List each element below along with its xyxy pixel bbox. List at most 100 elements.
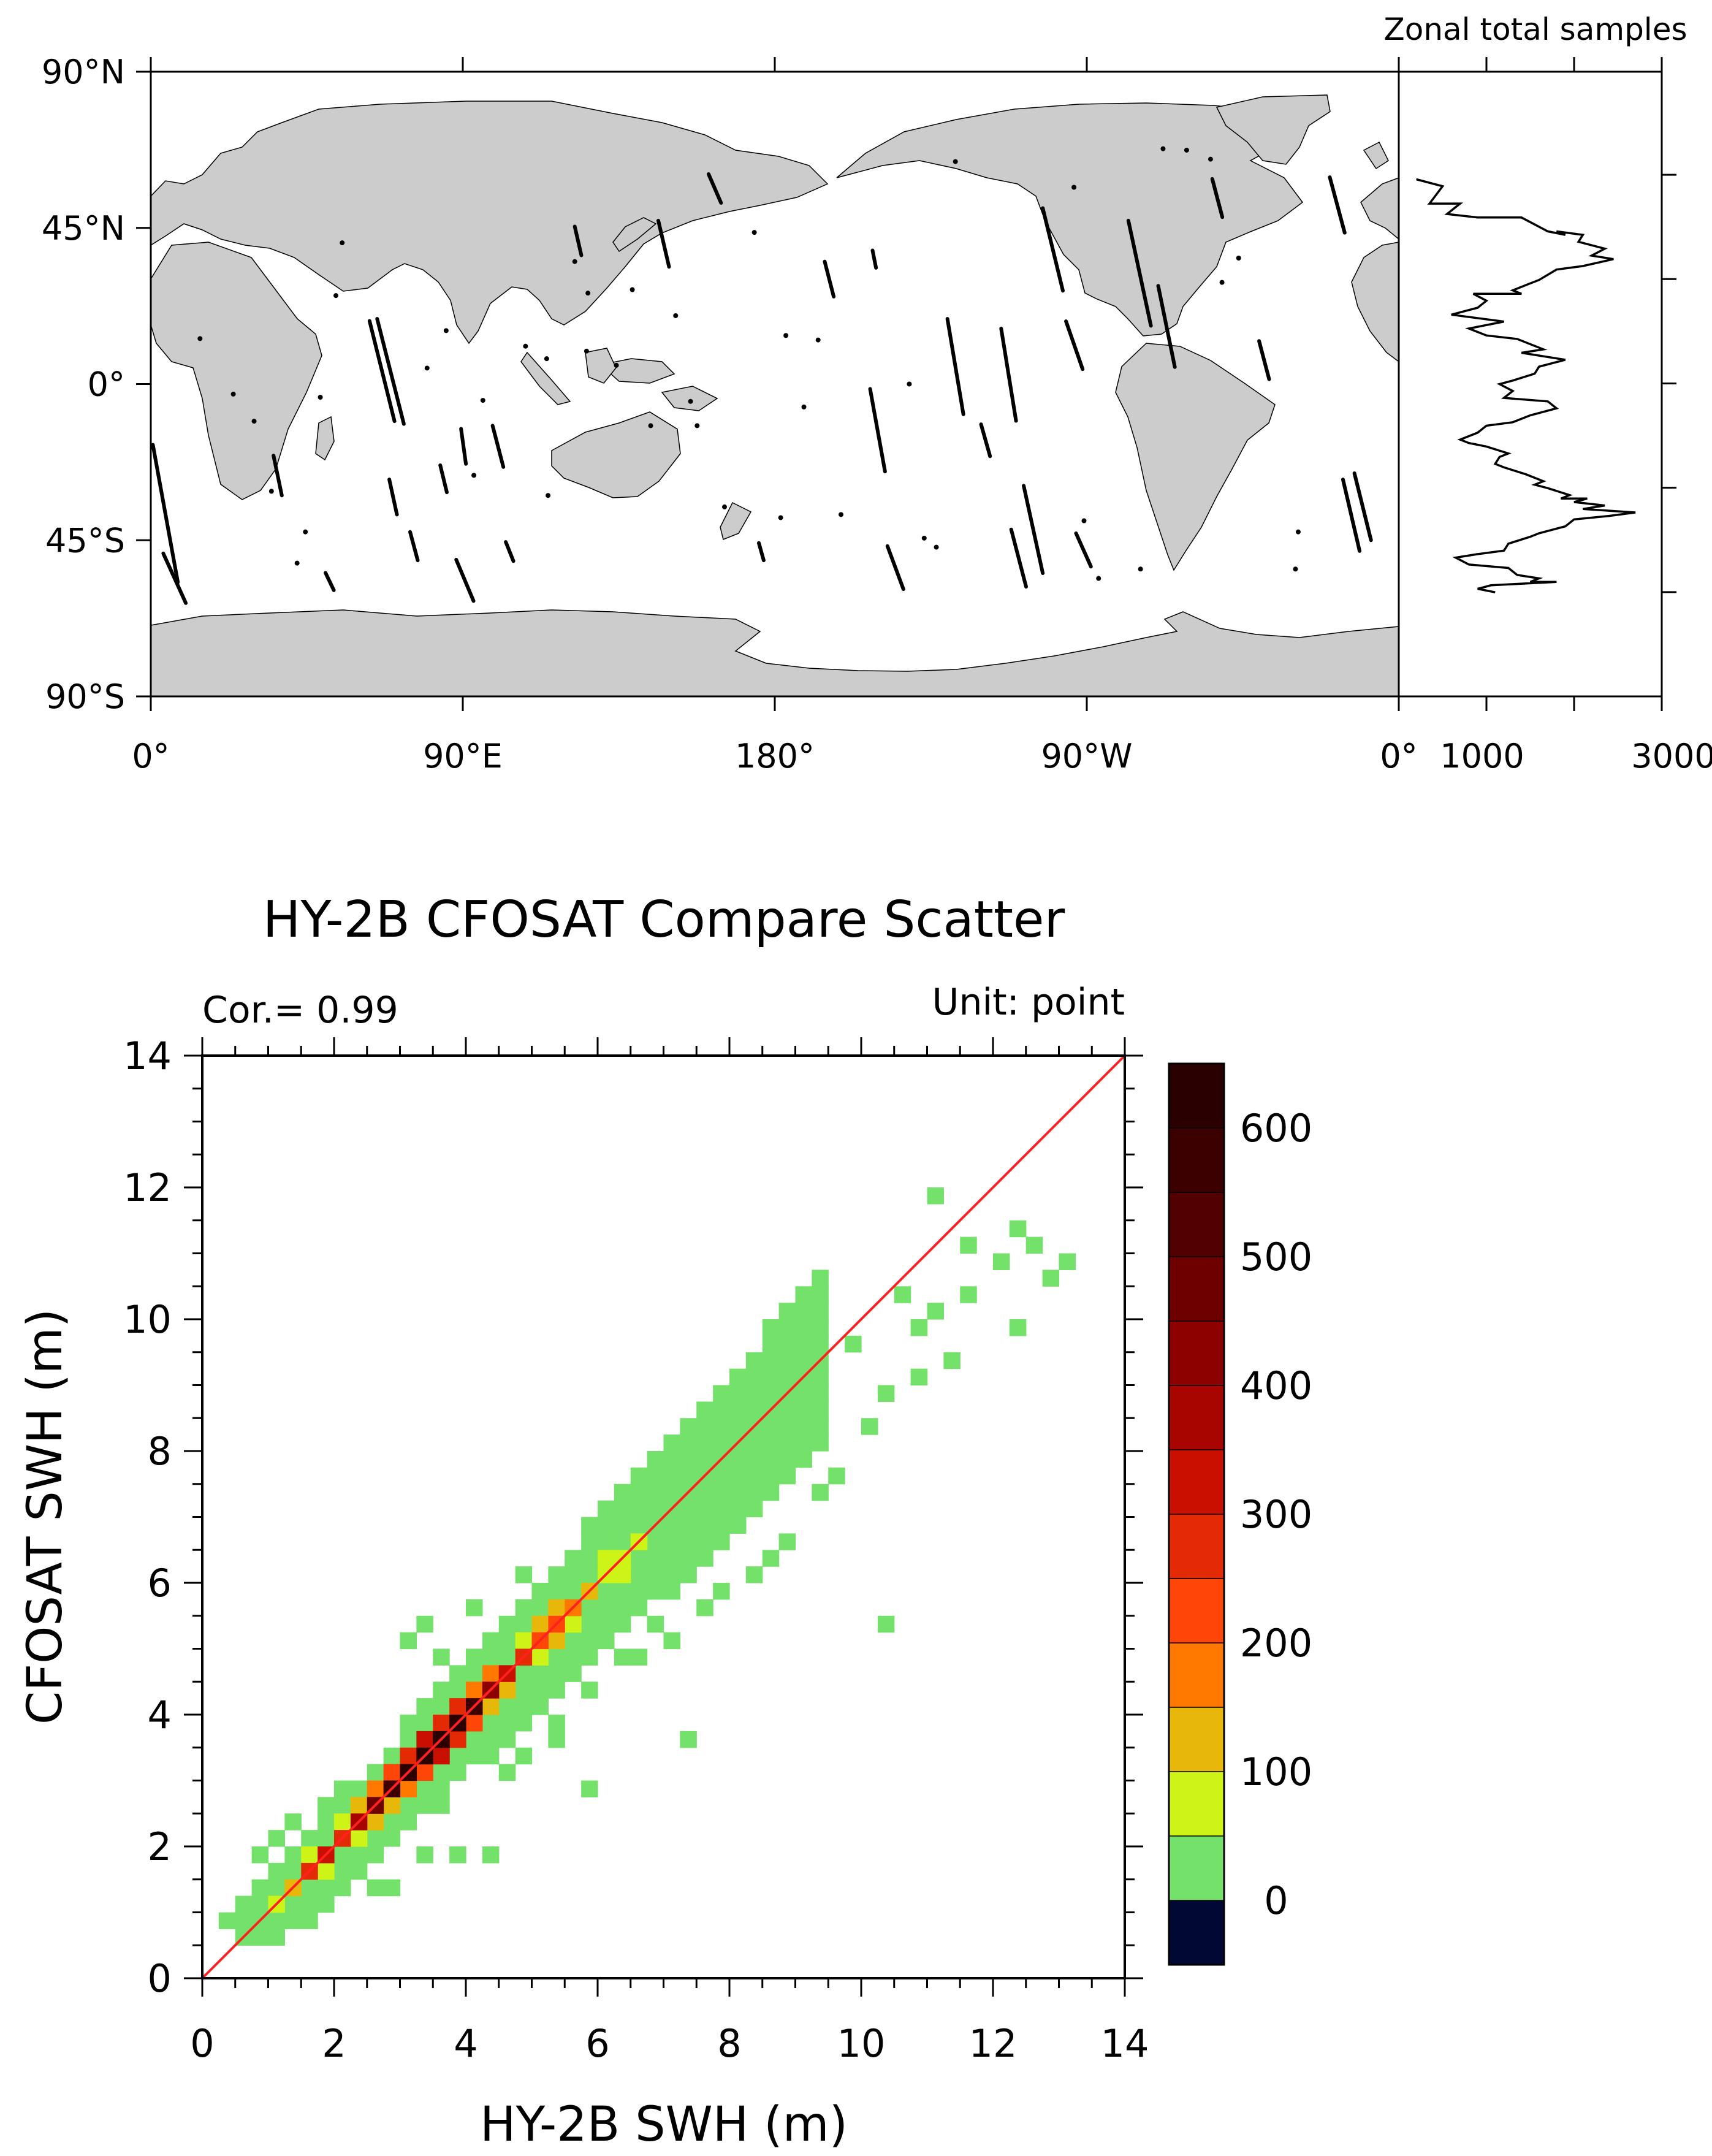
density-cell xyxy=(482,1747,500,1765)
land-greenland xyxy=(1216,94,1331,165)
density-cell xyxy=(663,1632,680,1650)
density-cell xyxy=(449,1682,466,1699)
land-antarctica xyxy=(150,609,1399,697)
track-segment xyxy=(459,427,468,466)
track-segment xyxy=(1210,177,1225,219)
density-cell xyxy=(334,1862,351,1880)
zonal-samples-line xyxy=(1416,178,1636,593)
track-segment xyxy=(490,424,506,469)
track-dot xyxy=(424,365,430,371)
colorbar-label: 400 xyxy=(1240,1363,1312,1408)
density-cell xyxy=(812,1385,829,1402)
track-segment xyxy=(504,540,516,563)
density-cell xyxy=(498,1731,516,1748)
density-cell xyxy=(630,1550,648,1567)
density-cell xyxy=(647,1533,664,1550)
density-cell xyxy=(762,1352,780,1369)
density-cell xyxy=(498,1632,516,1650)
track-dot xyxy=(443,328,449,333)
density-cell xyxy=(663,1467,680,1485)
density-cell xyxy=(482,1715,500,1732)
density-cell xyxy=(598,1517,615,1534)
scatter-axis-ticks: 0 2 4 6 8 10 12 14 0 2 4 6 8 10 12 14 xyxy=(123,1034,1149,2066)
track-segment xyxy=(656,218,671,269)
density-cell xyxy=(614,1583,631,1600)
track-dot xyxy=(921,535,927,541)
density-cell xyxy=(318,1813,335,1830)
map-x-tick-label: 90°E xyxy=(423,737,503,775)
density-cell xyxy=(416,1615,433,1633)
density-cell xyxy=(828,1467,845,1485)
density-cell xyxy=(778,1451,796,1468)
map-x-tick-label: 0° xyxy=(1380,737,1417,775)
density-cell xyxy=(400,1813,417,1830)
track-segment xyxy=(1041,206,1065,293)
density-cell xyxy=(416,1797,433,1814)
density-cell xyxy=(680,1500,697,1518)
scatter-x-tick-label: 0 xyxy=(190,2021,214,2066)
density-cell xyxy=(812,1335,829,1353)
density-cell xyxy=(729,1401,747,1419)
density-cell xyxy=(663,1517,680,1534)
density-cell xyxy=(1059,1253,1076,1270)
density-cell xyxy=(663,1533,680,1550)
density-cell xyxy=(235,1895,253,1913)
density-cell xyxy=(433,1682,450,1699)
density-cell xyxy=(745,1484,763,1501)
density-cell xyxy=(762,1484,780,1501)
density-cell xyxy=(284,1846,302,1864)
colorbar-label: 600 xyxy=(1240,1106,1312,1151)
track-dot xyxy=(230,391,236,397)
colorbar-swatch xyxy=(1169,1064,1224,1129)
colorbar-swatch xyxy=(1169,1836,1224,1901)
density-cell xyxy=(284,1912,302,1929)
scatter-y-tick-label: 0 xyxy=(148,1956,172,2001)
density-cell xyxy=(647,1484,664,1501)
density-cell xyxy=(630,1500,648,1518)
density-cell xyxy=(795,1451,812,1468)
density-cell xyxy=(548,1566,565,1583)
density-cell xyxy=(729,1484,747,1501)
track-dot xyxy=(268,489,274,494)
density-cell xyxy=(795,1335,812,1353)
scatter-x-tick-label: 10 xyxy=(837,2021,886,2066)
track-segment xyxy=(885,544,905,592)
density-cell xyxy=(482,1731,500,1748)
track-segment xyxy=(387,478,399,517)
density-cell xyxy=(367,1830,384,1847)
colorbar: 0 100 200 300 400 500 600 xyxy=(1168,1062,1312,1966)
density-cell xyxy=(745,1434,763,1452)
density-cell xyxy=(466,1682,483,1699)
density-cell xyxy=(910,1319,928,1336)
map-x-tick-label: 0° xyxy=(132,737,169,775)
density-cell xyxy=(251,1929,269,1946)
land-japan xyxy=(612,217,657,253)
density-cell xyxy=(696,1517,713,1534)
density-cell xyxy=(400,1731,417,1748)
density-cell xyxy=(284,1813,302,1830)
density-cell xyxy=(630,1583,648,1600)
density-cell xyxy=(647,1467,664,1485)
track-segment xyxy=(573,224,584,257)
density-cell xyxy=(367,1764,384,1781)
density-cell xyxy=(680,1550,697,1567)
density-cell xyxy=(696,1401,713,1419)
density-cell xyxy=(515,1615,533,1633)
density-cell xyxy=(614,1599,631,1617)
density-cell xyxy=(301,1912,318,1929)
density-cell xyxy=(515,1632,533,1650)
density-cell xyxy=(729,1385,747,1402)
density-cell xyxy=(778,1303,796,1320)
colorbar-frame xyxy=(1168,1062,1225,1966)
density-cell xyxy=(416,1780,433,1797)
density-cell xyxy=(383,1797,401,1814)
density-cell xyxy=(482,1632,500,1650)
colorbar-swatch xyxy=(1169,1257,1224,1322)
density-cell xyxy=(367,1813,384,1830)
density-cell xyxy=(334,1879,351,1897)
density-cell xyxy=(663,1434,680,1452)
track-dot xyxy=(815,337,821,343)
track-dot xyxy=(783,333,789,338)
density-cell xyxy=(647,1615,664,1633)
